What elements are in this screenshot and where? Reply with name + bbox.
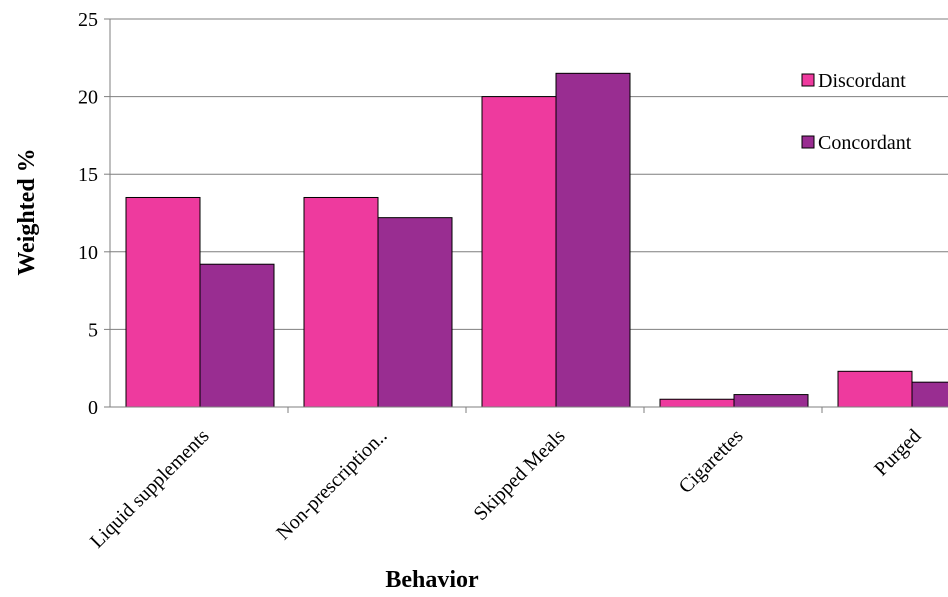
legend-label-concordant: Concordant (818, 132, 912, 154)
x-category-label: Non-prescription.. (272, 425, 391, 544)
bar-discordant-1 (303, 196, 379, 408)
y-tick-label: 10 (78, 242, 98, 264)
y-tick-labels: 0 5 10 15 20 25 (78, 9, 98, 419)
legend-swatch-concordant (801, 135, 815, 149)
legend-label-discordant: Discordant (818, 70, 906, 92)
y-tick-label: 0 (88, 397, 98, 419)
y-tick-label: 25 (78, 9, 98, 31)
legend-swatch-discordant (801, 73, 815, 87)
y-tick-label: 20 (78, 87, 98, 109)
axes (104, 18, 948, 413)
y-tick-label: 5 (88, 319, 98, 341)
y-tick-label: 15 (78, 164, 98, 186)
legend: Discordant Concordant (801, 70, 912, 154)
x-category-label: Purged (870, 425, 925, 480)
bar-discordant-2 (481, 96, 557, 408)
y-axis-label: Weighted % (14, 148, 40, 275)
x-category-label: Liquid supplements (86, 425, 214, 553)
bars (125, 72, 948, 408)
bar-concordant-4 (911, 381, 948, 408)
bar-discordant-3 (659, 398, 735, 408)
bar-discordant-0 (125, 196, 201, 408)
bar-concordant-1 (377, 217, 453, 408)
x-category-label: Skipped Meals (470, 425, 570, 525)
x-category-labels: Liquid supplements Non-prescription.. Skip… (86, 425, 926, 553)
bar-concordant-0 (199, 263, 275, 408)
bar-discordant-4 (837, 370, 913, 408)
bar-concordant-3 (733, 394, 809, 408)
bar-concordant-2 (555, 72, 631, 408)
x-category-label: Cigarettes (675, 425, 748, 498)
x-axis-label: Behavior (385, 567, 479, 593)
